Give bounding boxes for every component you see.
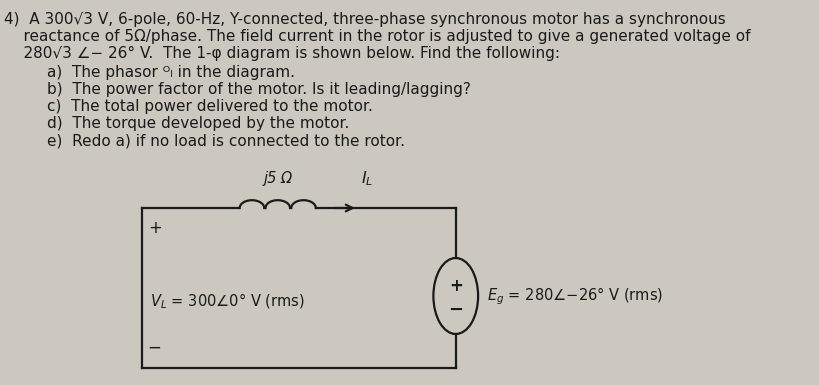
Text: −: −	[147, 339, 161, 357]
Text: +: +	[148, 219, 162, 237]
Text: e)  Redo a) if no load is connected to the rotor.: e) Redo a) if no load is connected to th…	[48, 133, 405, 148]
Text: j5 Ω: j5 Ω	[263, 171, 292, 186]
Text: 4)  A 300√3 V, 6-pole, 60-Hz, Y-connected, three-phase synchronous motor has a s: 4) A 300√3 V, 6-pole, 60-Hz, Y-connected…	[4, 12, 725, 27]
Text: a)  The phasor ᴼₗ in the diagram.: a) The phasor ᴼₗ in the diagram.	[48, 65, 295, 80]
Text: −: −	[448, 301, 463, 319]
Text: c)  The total power delivered to the motor.: c) The total power delivered to the moto…	[48, 99, 373, 114]
Text: +: +	[448, 277, 462, 295]
Text: b)  The power factor of the motor. Is it leading/lagging?: b) The power factor of the motor. Is it …	[48, 82, 471, 97]
Text: reactance of 5Ω/phase. The field current in the rotor is adjusted to give a gene: reactance of 5Ω/phase. The field current…	[4, 29, 750, 44]
Text: 280√3 ∠− 26° V.  The 1-φ diagram is shown below. Find the following:: 280√3 ∠− 26° V. The 1-φ diagram is shown…	[4, 46, 559, 61]
Text: d)  The torque developed by the motor.: d) The torque developed by the motor.	[48, 116, 349, 131]
Text: $I_L$: $I_L$	[360, 169, 373, 188]
Text: $V_L$ = 300∠0° V (rms): $V_L$ = 300∠0° V (rms)	[151, 291, 305, 311]
Text: $E_g$ = 280∠−26° V (rms): $E_g$ = 280∠−26° V (rms)	[486, 285, 662, 307]
